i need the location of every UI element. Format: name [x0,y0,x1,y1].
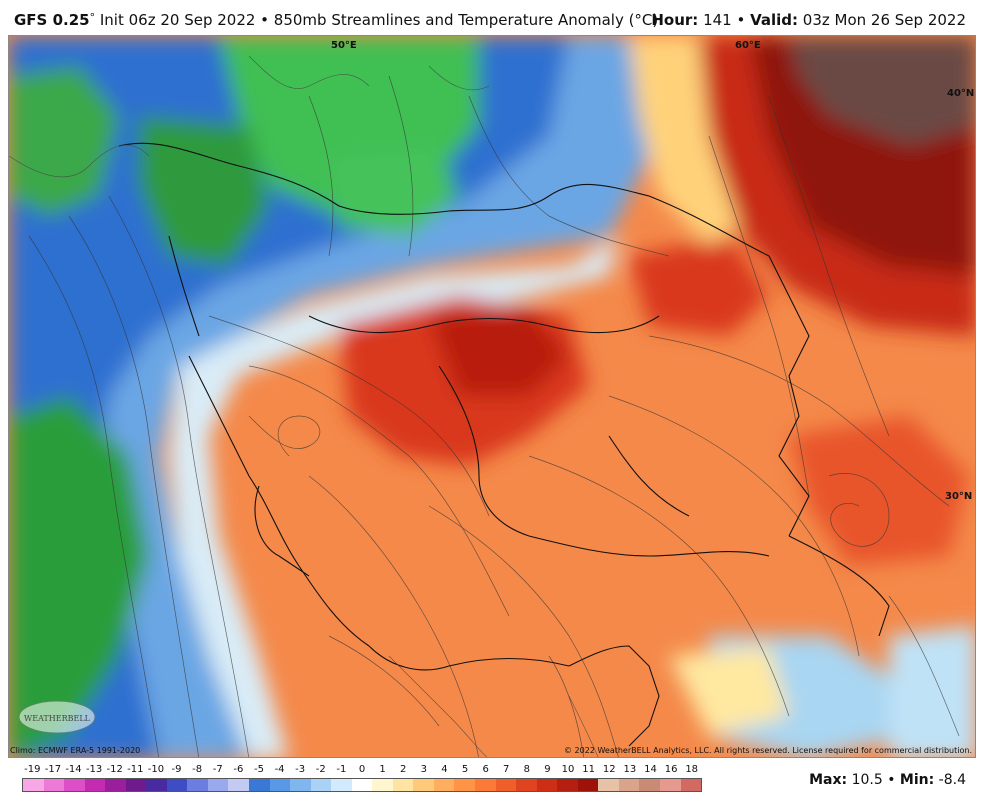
legend-swatch [310,779,332,791]
legend-swatch [557,779,578,791]
legend-tick-label: -4 [274,764,285,775]
legend-tick-label: 13 [623,764,637,775]
legend-tick-label: -11 [127,764,144,775]
legend-swatch [516,779,537,791]
legend-tick-label: -10 [147,764,165,775]
hour-label: Hour: [651,11,699,29]
legend-swatch [64,779,85,791]
legend-tick-label: 7 [503,764,510,775]
legend-tick-label: 14 [644,764,657,775]
max-value: 10.5 • [847,772,900,788]
init-description: Init 06z 20 Sep 2022 • 850mb Streamlines… [95,11,659,29]
max-min-readout: Max: 10.5 • Min: -8.4 [809,772,966,788]
legend-swatch [392,779,414,791]
legend-swatch [269,779,291,791]
legend-swatch [249,779,270,791]
legend-tick-label: 12 [602,764,616,775]
legend-tick-label: -14 [65,764,82,775]
legend-swatch [680,779,702,791]
legend-tick-label: -17 [44,764,62,775]
legend-swatch [618,779,640,791]
legend-swatch [659,779,681,791]
legend-tick-label: 5 [461,764,469,775]
legend-swatch [146,779,167,791]
legend-swatch [475,779,496,791]
lon-label-60e: 60°E [735,40,761,51]
legend-tick-label: 6 [482,764,489,775]
legend-swatch [598,779,619,791]
streamlines [28,75,960,757]
legend-swatch [495,779,517,791]
legend-tick-label: -8 [192,764,203,775]
legend-tick-label: 10 [561,764,575,775]
legend-swatch [290,779,311,791]
valid-label: Valid: [750,11,799,29]
legend-swatch [23,779,44,791]
min-value: -8.4 [934,772,966,788]
legend-swatch [228,779,250,791]
map-header: GFS 0.25° Init 06z 20 Sep 2022 • 850mb S… [0,0,984,36]
hour-value: 141 • [698,11,751,29]
legend-swatch [331,779,352,791]
legend-swatch [166,779,188,791]
legend-tick-label: -2 [315,764,326,775]
legend-swatch [207,779,229,791]
legend-swatch [351,779,373,791]
legend-tick-label: 18 [685,764,699,775]
legend-tick-labels: -19 -17 -14 -13 -12 -11 -10 -9 -8 -7 -6 -5 -4 -3 -2 -1 0… [22,764,702,778]
legend-swatch [577,779,599,791]
temperature-anomaly-legend [22,778,702,792]
map-canvas: 50°E 60°E 40°N 30°N [9,36,975,757]
copyright-notice: © 2022 WeatherBELL Analytics, LLC. All r… [564,746,972,755]
svg-text:WEATHERBELL: WEATHERBELL [24,714,91,723]
legend-tick-label: -12 [106,764,123,775]
model-init-title: GFS 0.25° Init 06z 20 Sep 2022 • 850mb S… [14,11,658,29]
model-name: GFS 0.25 [14,11,90,29]
legend-tick-label: -5 [253,764,264,775]
legend-tick-label: 11 [582,764,596,775]
legend-swatch [372,779,393,791]
degree-symbol: ° [89,11,96,24]
legend-tick-label: 1 [379,764,386,775]
coastline-detail [9,55,599,757]
legend-tick-label: 8 [523,764,531,775]
legend-tick-label: -1 [336,764,347,775]
legend-swatch [639,779,660,791]
lat-label-40n: 40°N [947,88,974,99]
lon-label-50e: 50°E [331,40,357,51]
lat-label-30n: 30°N [945,491,972,502]
climo-source: Climo: ECMWF ERA-5 1991-2020 [10,746,141,755]
legend-swatch [43,779,65,791]
weatherbell-logo: WEATHERBELL [16,698,98,736]
temperature-anomaly-map: 50°E 60°E 40°N 30°N [8,35,976,758]
min-label: Min: [899,772,935,788]
legend-swatch [454,779,476,791]
legend-swatch [536,779,558,791]
max-label: Max: [809,772,848,788]
legend-swatch [413,779,434,791]
legend-tick-label: 16 [664,764,678,775]
legend-tick-label: -13 [85,764,103,775]
political-boundaries [118,142,890,747]
legend-tick-label: 3 [420,764,427,775]
valid-time-title: Hour: 141 • Valid: 03z Mon 26 Sep 2022 [651,11,966,29]
legend-tick-label: 2 [400,764,407,775]
legend-tick-label: -7 [212,764,223,775]
valid-value: 03z Mon 26 Sep 2022 [798,11,966,29]
legend-swatch [187,779,208,791]
legend-tick-label: 0 [358,764,366,775]
legend-tick-label: -19 [24,764,41,775]
legend-swatch [105,779,126,791]
legend-tick-label: -3 [295,764,306,775]
legend-tick-label: 9 [544,764,551,775]
legend-tick-label: 4 [441,764,448,775]
legend-tick-label: -6 [233,764,244,775]
legend-swatch [84,779,106,791]
legend-swatch [125,779,147,791]
legend-swatch [433,779,455,791]
legend-tick-label: -9 [171,764,182,775]
